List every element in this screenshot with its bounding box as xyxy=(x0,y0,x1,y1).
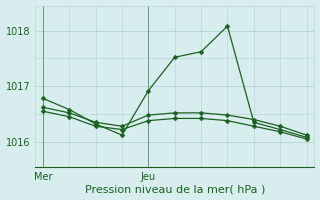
X-axis label: Pression niveau de la mer( hPa ): Pression niveau de la mer( hPa ) xyxy=(84,184,265,194)
